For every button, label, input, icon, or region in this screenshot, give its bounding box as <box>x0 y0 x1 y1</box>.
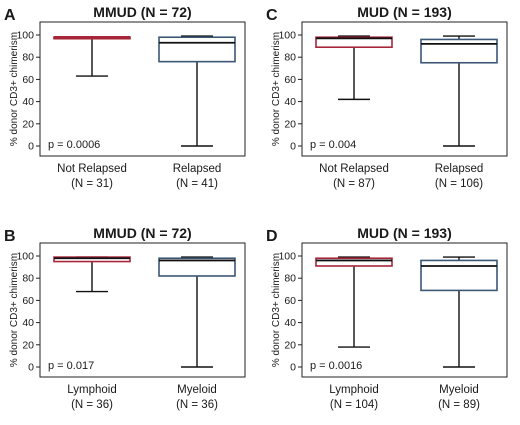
panel-title: MMUD (N = 72) <box>93 4 191 20</box>
box-iqr <box>158 257 236 277</box>
plot-frame <box>39 242 246 378</box>
panel-letter: C <box>266 7 278 24</box>
category-n-label: (N = 104) <box>330 399 378 411</box>
y-tick-label: 60 <box>284 295 296 307</box>
y-tick-label: 60 <box>22 295 34 307</box>
p-value-label: p = 0.0006 <box>48 139 100 151</box>
y-tick-label: 20 <box>22 339 34 351</box>
category-label: Myeloid <box>439 384 479 396</box>
category-label: Relapsed <box>173 163 222 175</box>
y-tick-label: 0 <box>290 362 296 374</box>
category-n-label: (N = 36) <box>71 399 113 411</box>
box-left <box>315 256 393 348</box>
y-tick-label: 80 <box>22 52 34 64</box>
panel-letter: D <box>266 228 278 245</box>
box-iqr <box>315 257 393 267</box>
y-tick-label: 80 <box>284 52 296 64</box>
category-label: Lymphoid <box>329 384 378 396</box>
y-tick-label: 20 <box>284 339 296 351</box>
box-left <box>53 256 131 293</box>
panel-a: A MMUD (N = 72) % donor CD3+ chimerism 0 20 4… <box>4 4 246 190</box>
box-iqr <box>420 38 498 64</box>
plot-frame <box>39 21 246 157</box>
p-value-label: p = 0.017 <box>48 360 94 372</box>
plot-frame <box>301 242 508 378</box>
category-n-label: (N = 31) <box>71 178 113 190</box>
category-label: Not Relapsed <box>57 163 127 175</box>
y-tick-label: 100 <box>278 30 296 42</box>
box-iqr <box>158 36 236 63</box>
y-tick-label: 80 <box>284 273 296 285</box>
y-tick-label: 0 <box>290 141 296 153</box>
box-right <box>420 256 498 368</box>
box-iqr <box>420 259 498 292</box>
y-tick-label: 60 <box>22 74 34 86</box>
category-label: Lymphoid <box>67 384 116 396</box>
y-axis-label: % donor CD3+ chimerism <box>9 32 20 146</box>
category-label: Myeloid <box>177 384 217 396</box>
box-left <box>315 35 393 101</box>
box-right <box>420 35 498 147</box>
p-value-label: p = 0.0016 <box>310 360 362 372</box>
category-n-label: (N = 36) <box>176 399 218 411</box>
y-tick-label: 20 <box>284 118 296 130</box>
y-tick-label: 80 <box>22 273 34 285</box>
y-tick-label: 0 <box>28 362 34 374</box>
category-n-label: (N = 106) <box>435 178 483 190</box>
y-tick-label: 40 <box>22 96 34 108</box>
box-right <box>158 256 236 368</box>
y-axis-label: % donor CD3+ chimerism <box>271 253 282 367</box>
panel-title: MUD (N = 193) <box>357 225 452 241</box>
y-axis-label: % donor CD3+ chimerism <box>9 253 20 367</box>
category-n-label: (N = 41) <box>176 178 218 190</box>
category-n-label: (N = 89) <box>438 399 480 411</box>
y-tick-label: 0 <box>28 141 34 153</box>
category-n-label: (N = 87) <box>333 178 375 190</box>
y-tick-label: 40 <box>22 317 34 329</box>
y-tick-label: 40 <box>284 317 296 329</box>
panel-letter: A <box>4 7 16 24</box>
panel-c: C MUD (N = 193) % donor CD3+ chimerism 0 20 4… <box>266 4 508 190</box>
y-tick-label: 100 <box>278 251 296 263</box>
panel-b: B MMUD (N = 72) % donor CD3+ chimerism 0 20 4… <box>4 225 246 411</box>
box-iqr <box>315 36 393 49</box>
panel-title: MMUD (N = 72) <box>93 225 191 241</box>
box-right <box>158 35 236 147</box>
y-axis-label: % donor CD3+ chimerism <box>271 32 282 146</box>
box-iqr <box>53 256 131 263</box>
category-label: Not Relapsed <box>319 163 389 175</box>
y-tick-label: 60 <box>284 74 296 86</box>
category-label: Relapsed <box>435 163 484 175</box>
p-value-label: p = 0.004 <box>310 139 356 151</box>
y-tick-label: 100 <box>16 251 34 263</box>
panel-letter: B <box>4 228 16 245</box>
y-tick-label: 100 <box>16 30 34 42</box>
y-tick-label: 20 <box>22 118 34 130</box>
y-tick-label: 40 <box>284 96 296 108</box>
plot-frame <box>301 21 508 157</box>
panel-d: D MUD (N = 193) % donor CD3+ chimerism 0 20 4… <box>266 225 508 411</box>
panel-title: MUD (N = 193) <box>357 4 452 20</box>
box-left <box>53 36 131 77</box>
